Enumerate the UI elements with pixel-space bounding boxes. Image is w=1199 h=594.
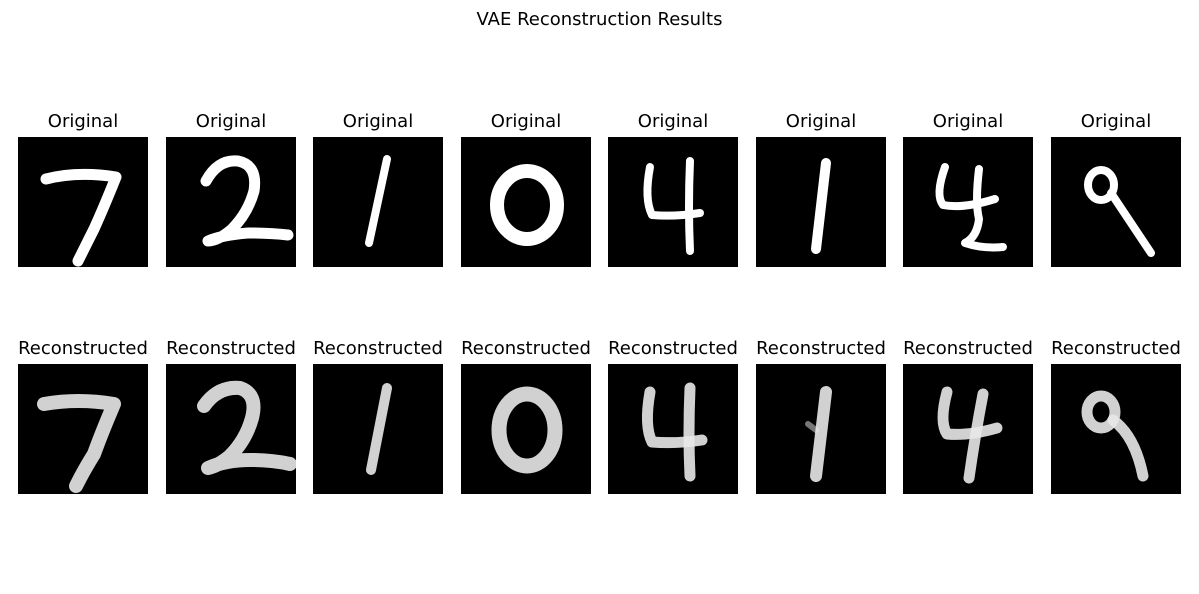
- panel-caption: Reconstructed: [1051, 338, 1181, 359]
- original-panel-6: Original: [747, 109, 895, 269]
- digit-image-0: [461, 137, 591, 267]
- panel-caption: Reconstructed: [608, 338, 738, 359]
- reconstructed-panel-1: Reconstructed: [9, 336, 157, 496]
- panel-caption: Original: [47, 111, 119, 132]
- original-panel-2: Original: [157, 109, 305, 269]
- panel-caption: Original: [785, 111, 857, 132]
- panel-caption: Original: [932, 111, 1004, 132]
- panel-caption: Original: [195, 111, 267, 132]
- digit-image-0: [461, 364, 591, 494]
- digit-image-2: [166, 364, 296, 494]
- original-panel-4: Original: [452, 109, 600, 269]
- digit-image-2: [166, 137, 296, 267]
- digit-image-1: [313, 364, 443, 494]
- reconstructed-panel-7: Reconstructed: [894, 336, 1042, 496]
- panel-caption: Reconstructed: [903, 338, 1033, 359]
- panel-caption: Original: [342, 111, 414, 132]
- digit-image-1: [756, 137, 886, 267]
- digit-image-1: [313, 137, 443, 267]
- figure-title: VAE Reconstruction Results: [476, 9, 723, 30]
- original-panel-8: Original: [1042, 109, 1190, 269]
- digit-image-9: [1051, 364, 1181, 494]
- reconstructed-panel-2: Reconstructed: [157, 336, 305, 496]
- panel-caption: Reconstructed: [461, 338, 591, 359]
- reconstructed-panel-8: Reconstructed: [1042, 336, 1190, 496]
- panel-caption: Reconstructed: [313, 338, 443, 359]
- panel-caption: Original: [637, 111, 709, 132]
- reconstructed-panel-5: Reconstructed: [599, 336, 747, 496]
- panel-caption: Reconstructed: [166, 338, 296, 359]
- digit-image-4: [903, 364, 1033, 494]
- digit-image-1: [756, 364, 886, 494]
- reconstructed-panel-3: Reconstructed: [304, 336, 452, 496]
- panel-caption: Original: [1080, 111, 1152, 132]
- reconstructed-panel-4: Reconstructed: [452, 336, 600, 496]
- digit-image-4: [903, 137, 1033, 267]
- digit-image-4: [608, 137, 738, 267]
- digit-image-9: [1051, 137, 1181, 267]
- panel-caption: Reconstructed: [756, 338, 886, 359]
- original-panel-7: Original: [894, 109, 1042, 269]
- original-panel-5: Original: [599, 109, 747, 269]
- reconstructed-row: Reconstructed Reconstructed Reconstructe…: [0, 336, 1199, 496]
- digit-image-7: [18, 137, 148, 267]
- reconstructed-panel-6: Reconstructed: [747, 336, 895, 496]
- original-panel-1: Original: [9, 109, 157, 269]
- digit-image-7: [18, 364, 148, 494]
- panel-caption: Reconstructed: [18, 338, 148, 359]
- original-row: Original Original Original Original Orig…: [0, 109, 1199, 269]
- digit-image-4: [608, 364, 738, 494]
- original-panel-3: Original: [304, 109, 452, 269]
- panel-caption: Original: [490, 111, 562, 132]
